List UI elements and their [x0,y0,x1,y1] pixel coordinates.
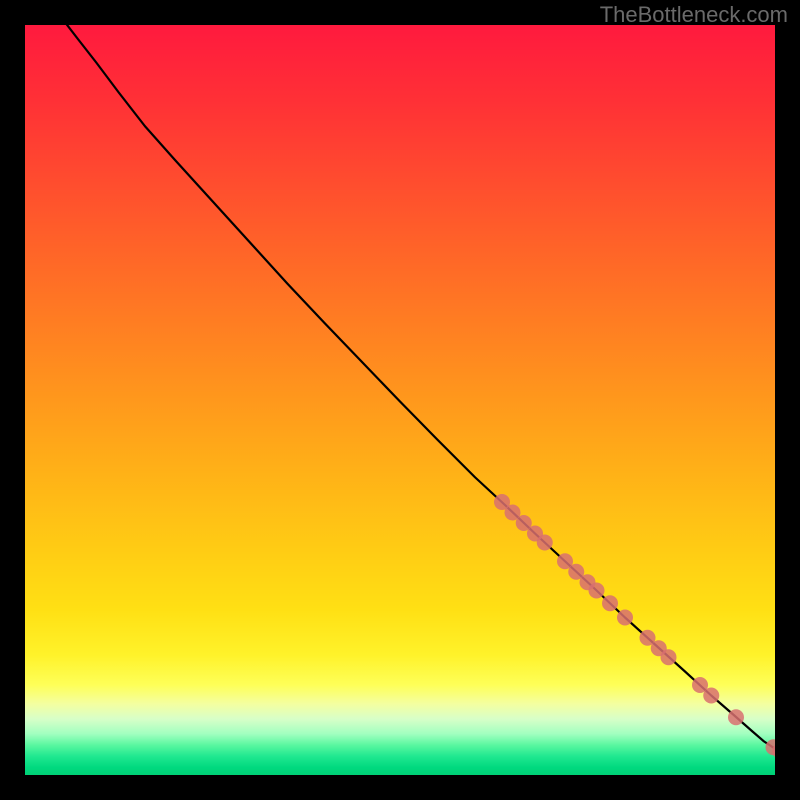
data-marker [602,595,618,611]
data-marker [589,583,605,599]
data-marker [728,709,744,725]
watermark-text: TheBottleneck.com [600,2,788,28]
chart-svg [25,25,775,775]
data-marker [703,688,719,704]
data-marker [537,535,553,551]
data-marker [617,610,633,626]
chart-container: TheBottleneck.com [0,0,800,800]
data-marker [661,649,677,665]
